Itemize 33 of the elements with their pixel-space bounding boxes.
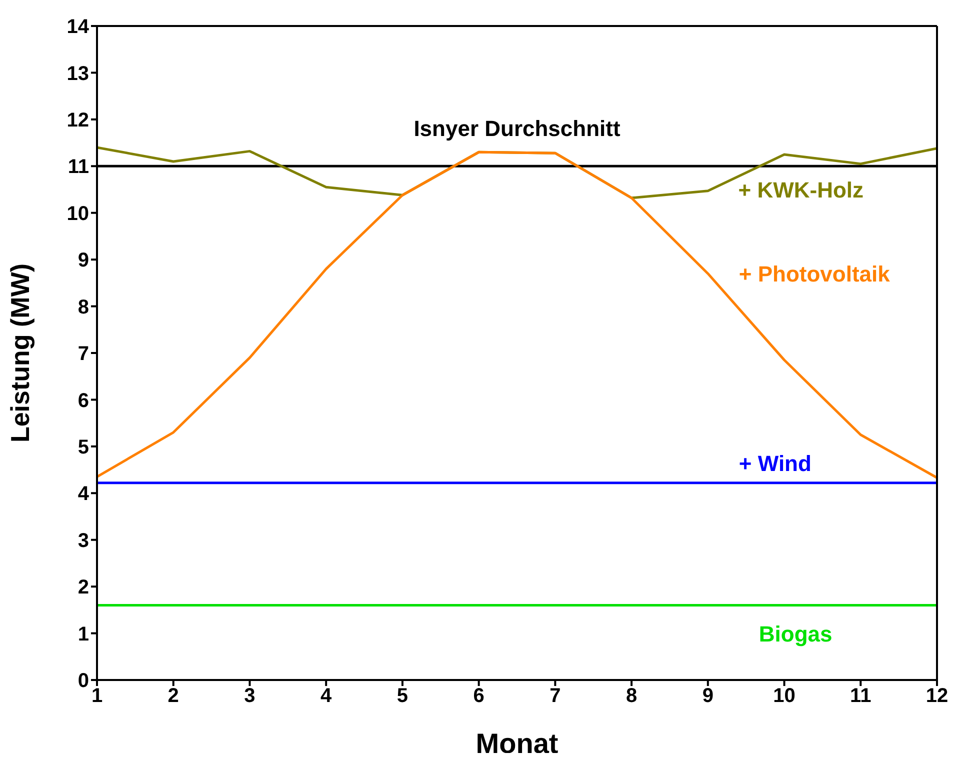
y-tick-label: 3 [78, 530, 89, 552]
series-label: + Wind [738, 450, 812, 476]
y-tick-label: 9 [78, 250, 89, 272]
x-tick-label: 2 [168, 685, 179, 708]
y-tick-label: 7 [78, 343, 89, 366]
ref-line-label: Isnyer Durchschnitt [414, 116, 621, 142]
y-axis-title: Leistung (MW) [5, 263, 36, 443]
x-tick-label: 10 [773, 685, 796, 708]
y-tick-label: 11 [68, 156, 89, 178]
x-tick-label: 8 [626, 685, 638, 708]
y-tick-label: 1 [78, 623, 89, 646]
x-tick-label: 3 [244, 685, 256, 708]
y-tick-label: 5 [78, 436, 89, 459]
x-tick-label: 6 [473, 685, 484, 708]
y-tick-label: 10 [66, 202, 89, 225]
y-tick-label: 0 [78, 670, 89, 692]
x-tick-label: 9 [702, 685, 714, 708]
y-tick-label: 2 [78, 576, 89, 599]
x-tick-label: 7 [550, 685, 561, 708]
x-tick-label: 4 [320, 685, 333, 708]
series-label: + Photovoltaik [738, 262, 891, 287]
x-tick-label: 11 [850, 685, 872, 708]
y-tick-label: 4 [78, 483, 90, 506]
series-label: Biogas [758, 621, 832, 646]
x-tick-label: 5 [396, 685, 408, 708]
y-tick-label: 6 [78, 390, 89, 412]
y-tick-label: 13 [66, 62, 89, 85]
y-tick-label: 14 [66, 16, 90, 38]
series-label: + KWK-Holz [738, 177, 864, 202]
x-axis-title: Monat [476, 728, 558, 759]
y-tick-label: 12 [66, 110, 89, 132]
x-tick-label: 12 [926, 685, 948, 708]
y-tick-label: 8 [78, 296, 89, 318]
